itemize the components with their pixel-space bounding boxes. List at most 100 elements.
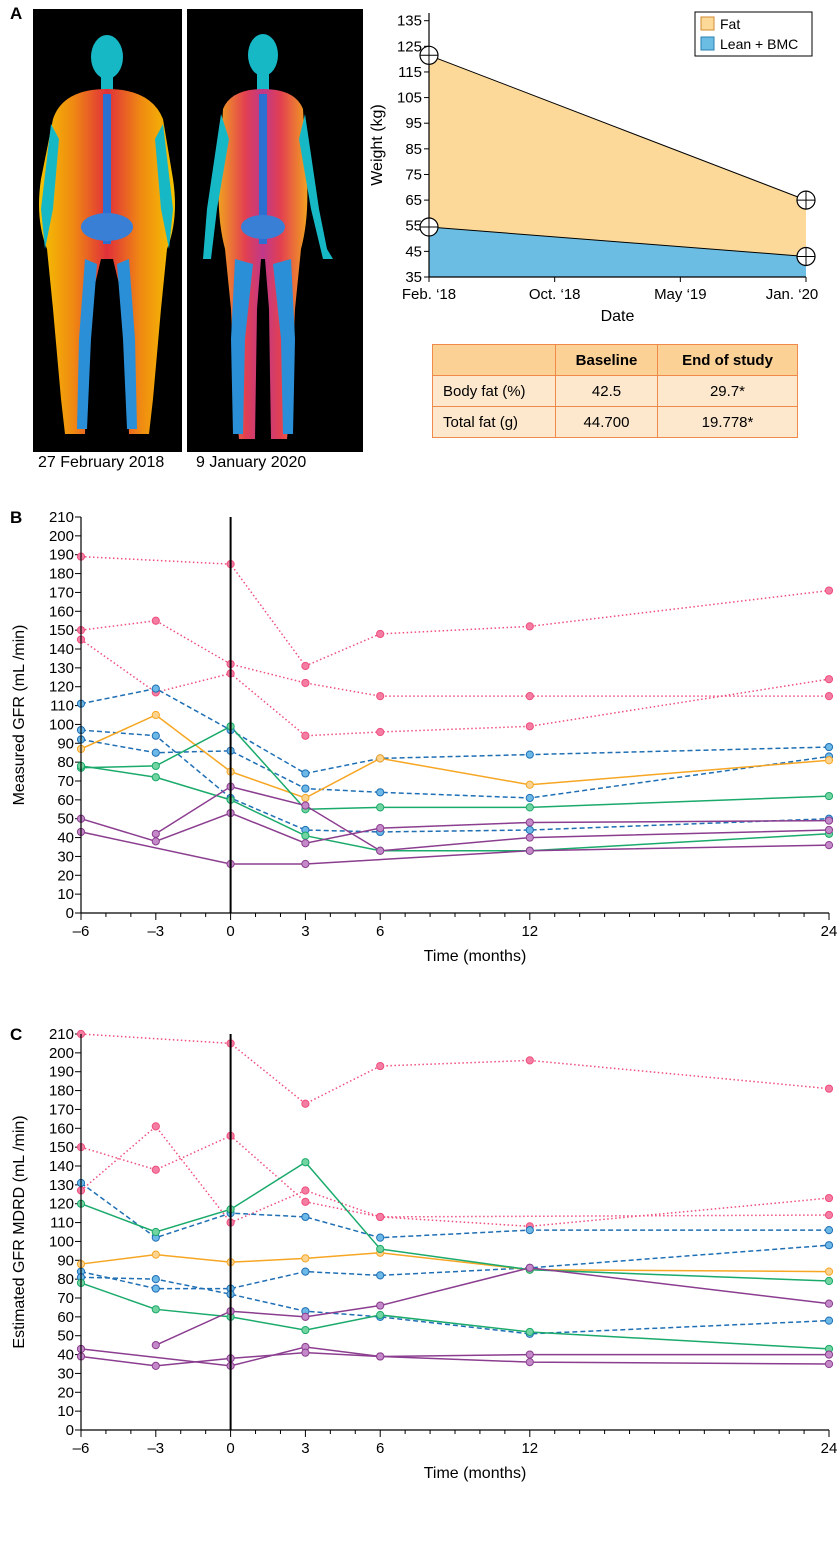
data-point — [301, 1267, 310, 1276]
data-point — [376, 1212, 385, 1222]
y-tick-label: 190 — [49, 1064, 74, 1081]
y-tick-label: 100 — [49, 1233, 74, 1250]
y-tick-label: 80 — [57, 754, 74, 771]
data-point — [151, 748, 160, 757]
y-tick-label: 130 — [49, 660, 74, 677]
data-point — [376, 824, 385, 833]
data-point — [525, 793, 534, 803]
fat-top-line — [428, 54, 807, 201]
y-tick-label: 210 — [49, 509, 74, 526]
data-point — [151, 710, 160, 720]
series-line — [155, 785, 830, 852]
data-point — [525, 1327, 534, 1337]
data-point — [151, 1361, 160, 1370]
data-point — [376, 1310, 385, 1320]
data-point — [301, 839, 310, 848]
y-tick-label: 210 — [49, 1026, 74, 1043]
data-point — [525, 750, 534, 759]
data-point — [151, 684, 160, 693]
series-line — [155, 1267, 830, 1346]
table-row: Total fat (g) 44.700 19.778* — [432, 406, 798, 438]
series-line — [80, 831, 830, 865]
data-marker — [419, 45, 439, 65]
x-tick-label: 24 — [821, 923, 838, 940]
fat-table: Baseline End of study Body fat (%) 42.5 … — [432, 344, 798, 438]
y-tick-label: 135 — [397, 13, 422, 30]
y-tick-label: 125 — [397, 38, 422, 55]
y-tick-label: 80 — [57, 1271, 74, 1288]
data-point — [301, 1197, 310, 1206]
data-point — [525, 692, 534, 701]
series-line — [80, 1282, 830, 1350]
series-line — [80, 1244, 830, 1290]
data-point — [824, 825, 834, 835]
x-tick-label: –6 — [73, 1440, 90, 1457]
y-tick-label: 50 — [57, 811, 74, 828]
data-point — [301, 1325, 310, 1335]
data-point — [151, 1122, 160, 1131]
data-point — [151, 1341, 160, 1350]
measured-gfr-chart: 0102030405060708090100110120130140150160… — [11, 509, 838, 965]
data-marker — [419, 217, 439, 237]
data-point — [301, 678, 310, 688]
data-point — [301, 859, 310, 869]
y-tick-label: 10 — [57, 886, 74, 903]
y-tick-label: 0 — [66, 905, 74, 922]
x-tick-label: May ‘19 — [654, 286, 707, 303]
y-tick-label: 60 — [57, 792, 74, 809]
data-point — [151, 773, 160, 782]
series-line — [80, 714, 830, 799]
y-tick-label: 0 — [66, 1422, 74, 1439]
y-tick-label: 105 — [397, 90, 422, 107]
scan-after-caption: 9 January 2020 — [196, 454, 307, 471]
data-point — [376, 1301, 385, 1310]
x-tick-label: 0 — [226, 923, 234, 940]
data-point — [301, 1254, 310, 1263]
x-tick-label: Oct. ‘18 — [529, 286, 581, 303]
data-point — [824, 586, 834, 595]
data-point — [824, 1350, 834, 1359]
y-tick-label: 160 — [49, 603, 74, 620]
series-line — [80, 555, 830, 667]
data-point — [376, 1244, 385, 1254]
x-tick-label: –3 — [147, 1440, 164, 1457]
series-line — [80, 638, 830, 737]
y-tick-label: 35 — [405, 269, 422, 286]
data-point — [824, 692, 834, 701]
y-tick-label: 170 — [49, 584, 74, 601]
data-point — [525, 1350, 534, 1359]
panel-a-letter: A — [10, 4, 23, 23]
dxa-scan-before — [33, 9, 182, 452]
data-point — [376, 692, 385, 701]
data-point — [525, 803, 534, 812]
table-cell-end: 29.7* — [657, 375, 798, 407]
y-tick-label: 70 — [57, 773, 74, 790]
table-cell-label: Total fat (g) — [432, 406, 556, 438]
data-point — [824, 791, 834, 801]
data-point — [151, 1305, 160, 1314]
y-tick-label: 110 — [50, 1215, 74, 1232]
panel-c-letter: C — [10, 1025, 23, 1044]
y-tick-label: 30 — [57, 1365, 74, 1382]
x-tick-label: –3 — [147, 923, 164, 940]
x-tick-label: 3 — [301, 1440, 309, 1457]
y-tick-label: 70 — [57, 1290, 74, 1307]
y-tick-label: 170 — [49, 1101, 74, 1118]
data-point — [151, 1275, 160, 1284]
data-point — [525, 1226, 534, 1235]
y-tick-label: 10 — [57, 1403, 74, 1420]
data-point — [301, 661, 310, 671]
data-point — [151, 829, 160, 838]
x-tick-label: 6 — [376, 923, 384, 940]
data-point — [824, 1359, 834, 1369]
y-tick-label: 55 — [405, 218, 422, 235]
y-axis-label: Weight (kg) — [369, 104, 386, 186]
x-axis-label: Time (months) — [424, 1465, 527, 1482]
series-line — [80, 1251, 830, 1273]
data-point — [376, 803, 385, 812]
y-tick-label: 50 — [57, 1328, 74, 1345]
legend-label-fat: Fat — [720, 16, 740, 32]
data-point — [525, 1056, 534, 1065]
data-point — [824, 1084, 834, 1093]
data-point — [824, 841, 834, 850]
